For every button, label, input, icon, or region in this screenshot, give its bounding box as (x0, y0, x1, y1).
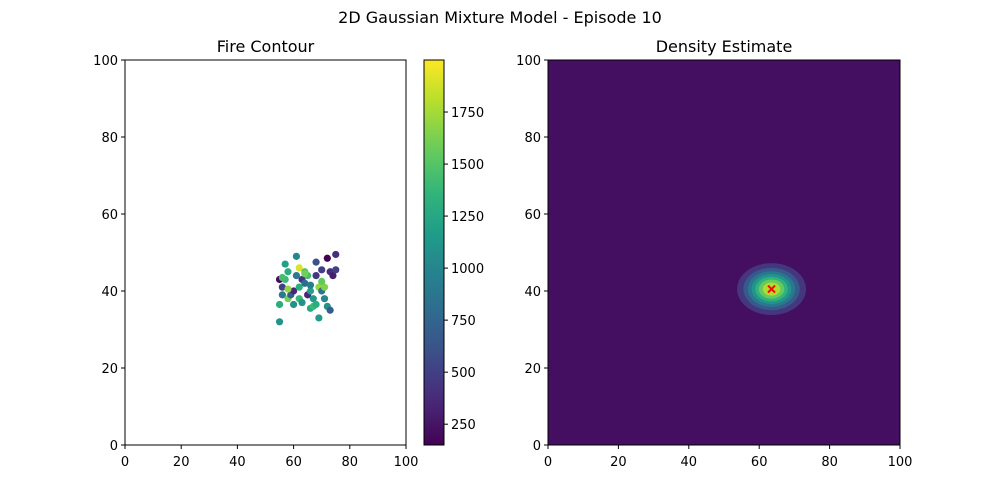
scatter-point (332, 250, 340, 259)
fire-contour-x-tick-label: 20 (173, 455, 190, 470)
colorbar-frame (423, 59, 445, 446)
density-estimate-title: Density Estimate (656, 37, 793, 56)
fire-contour-y-tick-label: 60 (101, 208, 118, 223)
scatter-point (329, 272, 337, 280)
density-x-tick-label: 20 (610, 455, 627, 470)
peak-marker-stroke (767, 284, 776, 294)
density-x-tick-label: 100 (888, 455, 913, 470)
fire-contour-x-tick-label: 0 (121, 455, 129, 470)
fire-contour-x-tick-label: 80 (342, 455, 359, 470)
colorbar-ticks: 250 500 750 1000 1250 1500 1750 (444, 106, 484, 433)
density-estimate-panel: Density Estimate 0 20 40 60 80 100 0 20 40 60 80 1… (516, 37, 912, 470)
scatter-point (301, 279, 309, 287)
density-y-tick-label: 100 (516, 54, 541, 69)
scatter-point (284, 268, 292, 276)
scatter-point (320, 283, 329, 291)
scatter-point (320, 295, 329, 303)
scatter-point (318, 277, 326, 285)
scatter-point (275, 300, 284, 309)
scatter-point (312, 272, 320, 280)
scatter-point (292, 272, 301, 280)
density-x-tick-label: 40 (681, 455, 698, 470)
scatter-point (312, 300, 320, 309)
density-y-axis: 0 20 40 60 80 100 (516, 54, 548, 454)
fire-contour-axes-frame (124, 59, 407, 446)
density-background (548, 60, 900, 445)
fire-contour-y-tick-label: 40 (101, 285, 118, 300)
colorbar-tick-label: 750 (451, 314, 476, 329)
density-y-tick-label: 80 (524, 131, 541, 146)
scatter-point (275, 318, 284, 326)
figure-suptitle: 2D Gaussian Mixture Model - Episode 10 (338, 8, 662, 27)
scatter-point (281, 260, 289, 268)
scatter-point (284, 285, 292, 293)
fire-contour-x-axis: 0 20 40 60 80 100 (121, 445, 419, 470)
scatter-point (326, 306, 334, 314)
scatter-point (278, 283, 286, 291)
colorbar-tick-label: 1000 (451, 262, 484, 277)
scatter-point (309, 295, 317, 303)
fire-contour-y-tick-label: 0 (110, 439, 118, 454)
scatter-points (275, 250, 340, 326)
colorbar-tick-label: 1750 (451, 106, 484, 121)
scatter-point (301, 270, 309, 278)
fire-contour-y-tick-label: 80 (101, 131, 118, 146)
colorbar-gradient (424, 60, 444, 445)
scatter-point (306, 287, 315, 295)
scatter-point (278, 291, 286, 299)
density-x-tick-label: 60 (751, 455, 768, 470)
fire-contour-x-tick-label: 100 (394, 455, 419, 470)
scatter-point (290, 300, 298, 309)
colorbar-tick-label: 250 (451, 418, 476, 433)
density-heatmap (548, 60, 900, 445)
fire-contour-y-tick-label: 100 (93, 54, 118, 69)
scatter-point (315, 314, 323, 322)
density-y-tick-label: 20 (524, 362, 541, 377)
scatter-point (312, 258, 320, 266)
scatter-point (332, 266, 340, 274)
colorbar-tick-label: 1500 (451, 158, 484, 173)
fire-contour-plot-area (125, 60, 406, 445)
colorbar-tick-label: 500 (451, 366, 476, 381)
density-axes-frame (547, 59, 901, 446)
scatter-point (290, 287, 298, 295)
density-x-tick-label: 80 (821, 455, 838, 470)
scatter-point (323, 254, 331, 262)
fire-contour-x-tick-label: 40 (229, 455, 246, 470)
scatter-point (295, 283, 303, 291)
density-y-tick-label: 60 (524, 208, 541, 223)
fire-contour-y-tick-label: 20 (101, 362, 118, 377)
scatter-point (318, 266, 326, 274)
colorbar-tick-label: 1250 (451, 210, 484, 225)
fire-contour-title: Fire Contour (217, 37, 315, 56)
fire-contour-panel: Fire Contour 0 20 40 60 80 100 0 20 40 60 80 100 (93, 37, 418, 470)
scatter-point (295, 264, 303, 272)
scatter-point (298, 298, 306, 307)
density-y-tick-label: 40 (524, 285, 541, 300)
scatter-point (306, 281, 315, 289)
density-x-tick-label: 0 (544, 455, 552, 470)
scatter-point (292, 252, 301, 260)
density-y-tick-label: 0 (533, 439, 541, 454)
fire-contour-y-axis: 0 20 40 60 80 100 (93, 54, 125, 454)
scatter-point (278, 273, 286, 282)
density-peak-marker (767, 284, 776, 294)
fire-contour-x-tick-label: 60 (285, 455, 302, 470)
density-x-axis: 0 20 40 60 80 100 (544, 445, 913, 470)
colorbar: 250 500 750 1000 1250 1500 1750 (423, 59, 484, 446)
